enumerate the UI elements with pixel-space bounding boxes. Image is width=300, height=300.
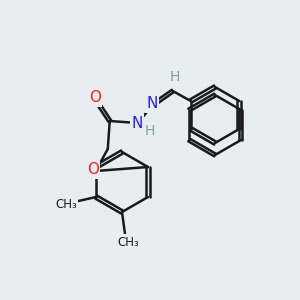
Text: CH₃: CH₃: [117, 236, 139, 248]
Text: O: O: [89, 91, 101, 106]
Text: H: H: [145, 124, 155, 138]
Text: O: O: [87, 163, 99, 178]
Text: CH₃: CH₃: [55, 199, 77, 212]
Text: H: H: [169, 70, 180, 84]
Text: N: N: [146, 97, 158, 112]
Text: N: N: [131, 116, 142, 130]
